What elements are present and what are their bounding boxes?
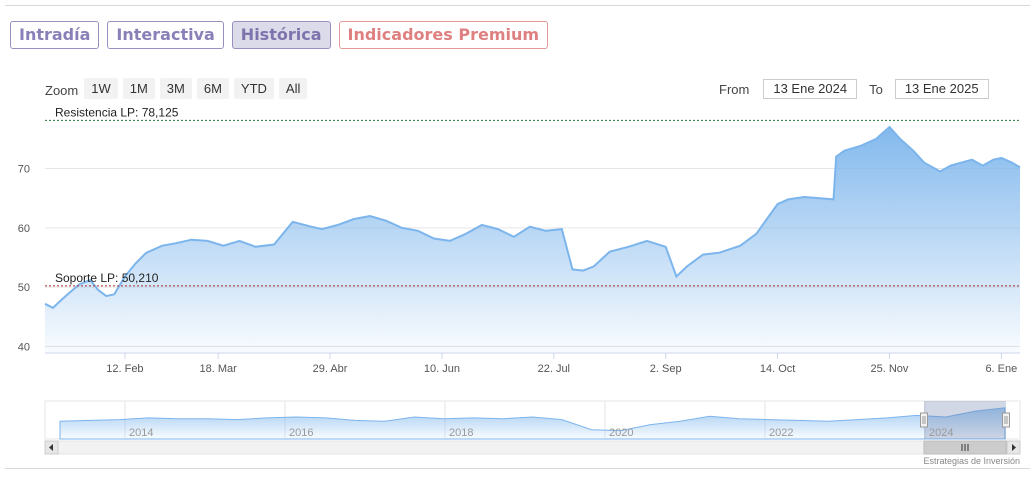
- x-tick-label: 6. Ene: [985, 363, 1017, 375]
- scrollbar-track[interactable]: [44, 440, 1021, 455]
- navigator-year-label: 2024: [929, 427, 953, 439]
- plot-lines: Resistencia LP: 78,125 Soporte LP: 50,210: [45, 105, 1020, 287]
- to-label: To: [869, 81, 883, 97]
- chart-type-tabs: Intradía Interactiva Histórica Indicador…: [10, 21, 556, 49]
- navigator-year-label: 2018: [449, 427, 473, 439]
- navigator-selected-range[interactable]: [924, 401, 1006, 439]
- x-tick-label: 14. Oct: [760, 363, 795, 375]
- price-area: [45, 127, 1020, 353]
- price-line: [44, 125, 1021, 310]
- navigator-year-label: 2020: [609, 427, 633, 439]
- navigator-year-label: 2016: [289, 427, 313, 439]
- x-tick-label: 18. Mar: [200, 363, 238, 375]
- top-divider: [5, 5, 1030, 6]
- from-date-input[interactable]: 13 Ene 2024: [763, 79, 858, 99]
- y-axis-ticks: 40 50 60 70: [18, 164, 30, 354]
- tab-interactiva[interactable]: Interactiva: [107, 21, 224, 49]
- x-tick-label: 29. Abr: [313, 363, 348, 375]
- bottom-divider: [5, 468, 1030, 469]
- navigator-year-labels: 2014 2016 2018 2020 2022 2024: [129, 427, 953, 439]
- navigator[interactable]: 2014 2016 2018 2020 2022 2024: [44, 400, 1021, 440]
- zoom-6m-button[interactable]: 6M: [196, 78, 229, 99]
- credit-text: Estrategias de Inversión: [923, 456, 1020, 466]
- zoom-all-button[interactable]: All: [278, 78, 308, 99]
- navigator-left-handle[interactable]: [920, 412, 928, 428]
- plot-line-label: Resistencia LP: 78,125: [55, 105, 179, 119]
- zoom-3m-button[interactable]: 3M: [159, 78, 192, 99]
- zoom-label: Zoom: [45, 83, 79, 98]
- plot-line-label: Soporte LP: 50,210: [55, 271, 159, 285]
- navigator-year-label: 2022: [769, 427, 793, 439]
- y-tick-label: 50: [18, 282, 30, 294]
- tab-intradia[interactable]: Intradía: [10, 21, 100, 49]
- y-tick-label: 40: [18, 341, 30, 353]
- x-tick-label: 2. Sep: [650, 363, 682, 375]
- arrow-left-icon: [49, 444, 53, 451]
- zoom-1m-button[interactable]: 1M: [122, 78, 155, 99]
- zoom-ytd-button[interactable]: YTD: [233, 78, 274, 99]
- date-range: From 13 Ene 2024 To 13 Ene 2025: [719, 79, 989, 99]
- navigator-right-handle[interactable]: [1002, 412, 1010, 428]
- from-label: From: [719, 81, 750, 97]
- y-tick-label: 70: [18, 164, 30, 176]
- arrow-right-icon: [1012, 444, 1016, 451]
- navigator-year-label: 2014: [129, 427, 153, 439]
- x-tick-label: 12. Feb: [106, 363, 143, 375]
- zoom-selector: Zoom 1W 1M 3M 6M YTD All: [45, 78, 312, 99]
- x-tick-label: 22. Jul: [538, 363, 570, 375]
- scrollbar[interactable]: [44, 440, 1021, 455]
- to-date-input[interactable]: 13 Ene 2025: [894, 79, 989, 99]
- zoom-1w-button[interactable]: 1W: [84, 78, 118, 99]
- x-tick-label: 25. Nov: [871, 363, 909, 375]
- x-axis-ticks: 12. Feb 18. Mar 29. Abr 10. Jun 22. Jul 2. Se…: [106, 353, 1017, 375]
- tab-historica[interactable]: Histórica: [231, 21, 331, 49]
- x-tick-label: 10. Jun: [424, 363, 460, 375]
- y-tick-label: 60: [18, 223, 30, 235]
- tab-indicadores-premium[interactable]: Indicadores Premium: [338, 21, 549, 49]
